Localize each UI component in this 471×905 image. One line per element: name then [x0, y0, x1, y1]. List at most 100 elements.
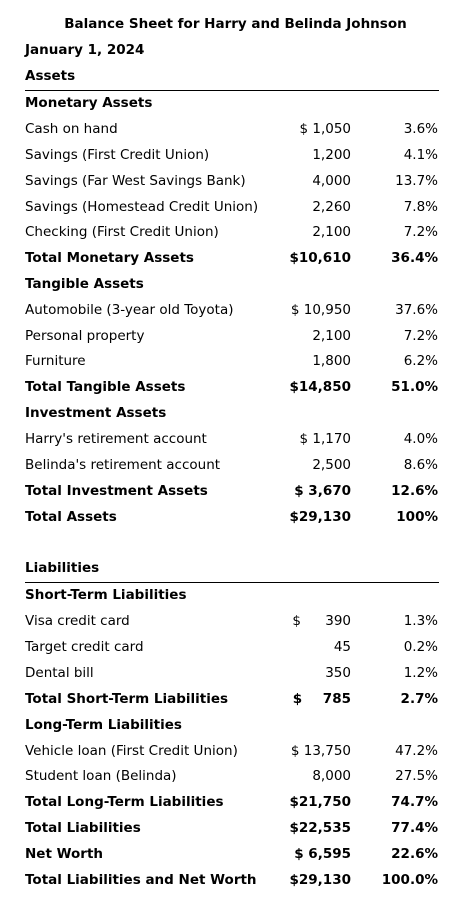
monetary-assets-heading: Monetary Assets — [25, 95, 153, 111]
total-label: Net Worth — [25, 846, 104, 862]
table-row: Student loan (Belinda) 8,000 27.5% — [25, 764, 439, 790]
table-row: Harry's retirement account $ 1,170 4.0% — [25, 427, 439, 453]
table-row: Checking (First Credit Union) 2,100 7.2% — [25, 220, 439, 246]
table-row: Target credit card 45 0.2% — [25, 635, 439, 661]
row-percent: 4.0% — [403, 431, 438, 447]
total-percent: 77.4% — [391, 820, 438, 836]
total-amount: $ 785 — [292, 691, 351, 707]
section-heading: Long-Term Liabilities — [25, 713, 439, 739]
table-row: Automobile (3-year old Toyota) $ 10,950 … — [25, 298, 439, 324]
total-liabilities-row: Total Liabilities $22,535 77.4% — [25, 816, 439, 842]
row-amount: $ 1,170 — [299, 431, 351, 447]
row-label: Student loan (Belinda) — [25, 768, 177, 784]
total-percent: 74.7% — [391, 794, 438, 810]
total-percent: 100% — [396, 509, 438, 525]
row-percent: 7.2% — [403, 328, 438, 344]
row-percent: 27.5% — [395, 768, 438, 784]
short-term-liabilities-heading: Short-Term Liabilities — [25, 587, 187, 603]
total-percent: 12.6% — [391, 483, 438, 499]
section-heading: Investment Assets — [25, 401, 439, 427]
row-percent: 1.2% — [403, 665, 438, 681]
section-heading: Tangible Assets — [25, 272, 439, 298]
row-label: Checking (First Credit Union) — [25, 224, 219, 240]
row-label: Vehicle loan (First Credit Union) — [25, 743, 238, 759]
row-percent: 37.6% — [395, 302, 438, 318]
row-amount: 45 — [333, 639, 351, 655]
section-heading: Short-Term Liabilities — [25, 583, 439, 609]
row-amount: 2,100 — [312, 224, 351, 240]
table-row: Personal property 2,100 7.2% — [25, 324, 439, 350]
total-amount: $21,750 — [289, 794, 352, 810]
row-amount: 1,200 — [312, 147, 351, 163]
row-percent: 0.2% — [403, 639, 438, 655]
sheet-title: Balance Sheet for Harry and Belinda John… — [64, 16, 407, 32]
row-percent: 47.2% — [395, 743, 438, 759]
row-percent: 6.2% — [403, 353, 438, 369]
row-label: Furniture — [25, 353, 86, 369]
row-amount: 8,000 — [312, 768, 351, 784]
total-amount: $29,130 — [289, 509, 352, 525]
total-row: Total Short-Term Liabilities $ 785 2.7% — [25, 687, 439, 713]
row-percent: 7.2% — [403, 224, 438, 240]
liabilities-divider — [25, 582, 439, 583]
row-label: Belinda's retirement account — [25, 457, 221, 473]
row-label: Harry's retirement account — [25, 431, 207, 447]
row-label: Savings (Far West Savings Bank) — [25, 173, 246, 189]
investment-assets-heading: Investment Assets — [25, 405, 167, 421]
total-label: Total Long-Term Liabilities — [25, 794, 224, 810]
long-term-liabilities-heading: Long-Term Liabilities — [25, 717, 182, 733]
table-row: Vehicle loan (First Credit Union) $ 13,7… — [25, 739, 439, 765]
table-row: Savings (First Credit Union) 1,200 4.1% — [25, 143, 439, 169]
total-label: Total Liabilities and Net Worth — [25, 872, 257, 888]
row-amount: 2,500 — [312, 457, 351, 473]
row-percent: 8.6% — [403, 457, 438, 473]
liabilities-heading-row: Liabilities — [25, 556, 439, 582]
total-percent: 36.4% — [391, 250, 438, 266]
table-row: Visa credit card $ 390 1.3% — [25, 609, 439, 635]
row-amount: 4,000 — [312, 173, 351, 189]
row-label: Automobile (3-year old Toyota) — [25, 302, 234, 318]
grand-total-row: Total Liabilities and Net Worth $29,130 … — [25, 868, 439, 894]
row-label: Savings (First Credit Union) — [25, 147, 210, 163]
row-label: Savings (Homestead Credit Union) — [25, 199, 259, 215]
assets-heading: Assets — [25, 68, 76, 84]
net-worth-row: Net Worth $ 6,595 22.6% — [25, 842, 439, 868]
total-percent: 2.7% — [400, 691, 438, 707]
row-percent: 13.7% — [395, 173, 438, 189]
total-label: Total Assets — [25, 509, 117, 525]
section-heading: Monetary Assets — [25, 91, 439, 117]
total-amount: $10,610 — [289, 250, 352, 266]
row-amount: $ 10,950 — [290, 302, 351, 318]
total-label: Total Investment Assets — [25, 483, 208, 499]
row-percent: 3.6% — [403, 121, 438, 137]
row-percent: 4.1% — [403, 147, 438, 163]
total-label: Total Liabilities — [25, 820, 141, 836]
row-percent: 7.8% — [403, 199, 438, 215]
total-percent: 51.0% — [391, 379, 438, 395]
row-label: Cash on hand — [25, 121, 118, 137]
total-label: Total Monetary Assets — [25, 250, 194, 266]
row-label: Personal property — [25, 328, 145, 344]
row-label: Dental bill — [25, 665, 94, 681]
row-label: Visa credit card — [25, 613, 130, 629]
total-amount: $ 3,670 — [294, 483, 351, 499]
total-assets-row: Total Assets $29,130 100% — [25, 505, 439, 531]
total-row: Total Long-Term Liabilities $21,750 74.7… — [25, 790, 439, 816]
table-row: Cash on hand $ 1,050 3.6% — [25, 117, 439, 143]
total-amount: $22,535 — [289, 820, 352, 836]
row-amount: 2,100 — [312, 328, 351, 344]
row-label: Target credit card — [25, 639, 144, 655]
row-amount: $ 390 — [292, 613, 351, 629]
table-row: Furniture 1,800 6.2% — [25, 349, 439, 375]
row-percent: 1.3% — [403, 613, 438, 629]
row-amount: 2,260 — [312, 199, 351, 215]
tangible-assets-heading: Tangible Assets — [25, 276, 144, 292]
row-amount: $ 1,050 — [299, 121, 351, 137]
total-percent: 22.6% — [391, 846, 438, 862]
total-amount: $ 6,595 — [294, 846, 351, 862]
total-row: Total Investment Assets $ 3,670 12.6% — [25, 479, 439, 505]
row-amount: $ 13,750 — [290, 743, 351, 759]
table-row: Savings (Homestead Credit Union) 2,260 7… — [25, 195, 439, 221]
row-amount: 350 — [325, 665, 351, 681]
total-label: Total Tangible Assets — [25, 379, 186, 395]
